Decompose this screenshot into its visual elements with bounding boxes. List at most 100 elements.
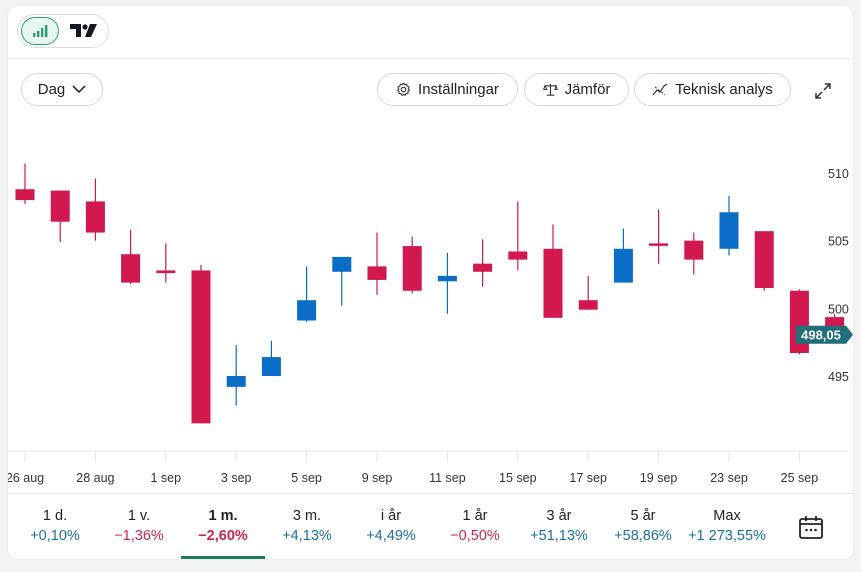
chevron-down-icon	[72, 85, 86, 94]
candle-body	[754, 231, 774, 289]
candlestick-chart[interactable]: 495 500 505 510 26 aug 28 aug 1 sep 3 sep 5 sep…	[8, 6, 853, 493]
period-label: 3 m.	[292, 508, 322, 524]
candle-body	[402, 246, 422, 291]
period-change: +0,10%	[30, 528, 80, 544]
compare-button[interactable]: Jämför	[524, 73, 629, 106]
candle	[789, 289, 809, 355]
x-tick-label: 15 sep	[499, 471, 537, 485]
period-label: Max	[713, 508, 741, 524]
candle	[754, 231, 774, 291]
period-option[interactable]: i år +4,49%	[349, 494, 433, 558]
chart-type-toggle	[17, 14, 109, 48]
price-tag-shape	[796, 325, 853, 344]
x-tick-label: 23 sep	[710, 471, 748, 485]
interval-label: Dag	[37, 81, 66, 98]
trend-line-icon	[652, 83, 668, 95]
candle-body	[613, 248, 633, 283]
settings-button[interactable]: Inställningar	[377, 73, 518, 106]
candle-body	[191, 270, 211, 424]
period-option[interactable]: 3 m. +4,13%	[265, 494, 349, 558]
candle	[473, 239, 493, 287]
settings-label: Inställningar	[418, 81, 499, 98]
period-option[interactable]: 1 m. −2,60%	[181, 494, 265, 559]
calendar-icon[interactable]	[798, 514, 824, 540]
candle-body	[85, 201, 105, 233]
current-price-tag: 498,05	[796, 325, 853, 344]
candle	[578, 275, 598, 310]
period-change: +4,49%	[366, 528, 416, 544]
candle-body	[578, 300, 598, 310]
candles-layer	[15, 163, 845, 424]
candle	[508, 201, 528, 271]
technical-analysis-button[interactable]: Teknisk analys	[634, 73, 791, 106]
x-tick-label: 3 sep	[221, 471, 252, 485]
y-tick-label: 500	[828, 302, 849, 316]
candle	[226, 344, 246, 406]
chart-card: Dag Inställningar Jämför Teknisk	[8, 6, 853, 559]
candle	[156, 243, 176, 283]
candle-body	[156, 270, 176, 274]
expand-icon[interactable]	[813, 81, 833, 101]
candle	[649, 209, 669, 264]
candle	[85, 178, 105, 241]
candle-body	[508, 251, 528, 260]
candle	[367, 232, 387, 295]
candle	[402, 236, 422, 294]
x-tick-label: 28 aug	[76, 471, 114, 485]
period-option[interactable]: 5 år +58,86%	[601, 494, 685, 558]
period-option[interactable]: 3 år +51,13%	[517, 494, 601, 558]
candle	[50, 190, 70, 243]
period-change: −1,36%	[114, 528, 164, 544]
candle-body	[543, 248, 563, 318]
bar-chart-icon	[33, 25, 48, 37]
period-option[interactable]: 1 år −0,50%	[433, 494, 517, 558]
period-option[interactable]: 1 d. +0,10%	[13, 494, 97, 558]
y-tick-label: 510	[828, 167, 849, 181]
x-tick-label: 9 sep	[362, 471, 393, 485]
price-tag-label: 498,05	[801, 328, 841, 343]
interval-dropdown[interactable]: Dag	[21, 73, 103, 106]
x-tick-label: 19 sep	[640, 471, 678, 485]
x-tick-label: 26 aug	[8, 471, 44, 485]
period-label: 1 m.	[208, 508, 238, 524]
candle-body	[297, 300, 317, 321]
candle-body	[15, 189, 35, 201]
y-tick-label: 505	[828, 235, 849, 249]
chart-controls: Dag Inställningar Jämför Teknisk	[8, 72, 853, 108]
candle	[261, 340, 281, 376]
native-chart-toggle[interactable]	[21, 17, 59, 45]
y-tick-label: 495	[828, 370, 849, 384]
x-tick-label: 17 sep	[569, 471, 607, 485]
chart-type-toolbar	[8, 6, 853, 59]
candle	[191, 265, 211, 424]
candle-body	[684, 240, 704, 260]
candle-body	[50, 190, 70, 222]
x-axis: 26 aug 28 aug 1 sep 3 sep 5 sep 9 sep 11 sep 15…	[8, 451, 818, 485]
period-option[interactable]: Max +1 273,55%	[685, 494, 769, 558]
period-change: −2,60%	[198, 528, 248, 544]
candle-body	[226, 376, 246, 387]
scale-icon	[542, 83, 558, 96]
candle	[613, 228, 633, 283]
x-tick-label: 11 sep	[429, 471, 466, 485]
candle	[437, 252, 457, 314]
candle-body	[367, 266, 387, 280]
period-label: i år	[380, 508, 402, 524]
period-change: +4,13%	[282, 528, 332, 544]
tradingview-toggle[interactable]	[64, 17, 102, 45]
period-label: 5 år	[630, 508, 656, 524]
candle	[121, 229, 141, 284]
period-option[interactable]: 1 v. −1,36%	[97, 494, 181, 558]
x-tick-label: 25 sep	[781, 471, 819, 485]
period-label: 1 d.	[42, 508, 68, 524]
period-change: +51,13%	[530, 528, 588, 544]
candle	[543, 224, 563, 318]
candle	[719, 196, 739, 256]
x-tick-label: 1 sep	[151, 471, 182, 485]
candle-body	[473, 263, 493, 272]
y-axis: 495 500 505 510	[828, 167, 849, 384]
period-label: 1 år	[462, 508, 488, 524]
period-selector: 1 d. +0,10% 1 v. −1,36% 1 m. −2,60% 3 m. +4,13%…	[8, 493, 853, 560]
period-change: +1 273,55%	[688, 528, 766, 544]
candle-body	[121, 254, 141, 283]
